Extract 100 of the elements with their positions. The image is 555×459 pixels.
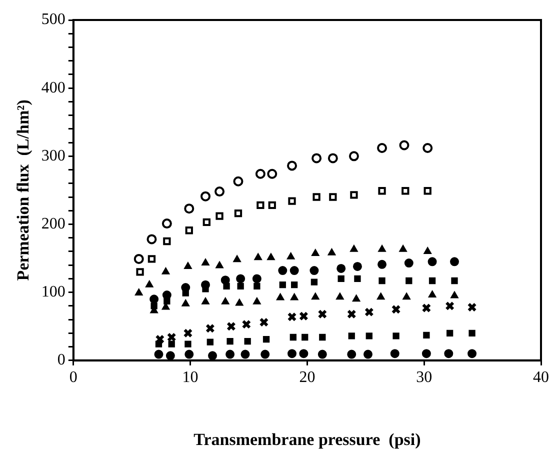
point (216, 212, 224, 220)
point (348, 332, 355, 340)
point (366, 332, 372, 340)
point (406, 277, 412, 284)
point (223, 282, 230, 290)
y-tick-label: 100 (41, 284, 66, 301)
point (378, 244, 386, 252)
point (200, 191, 210, 202)
point (390, 349, 400, 358)
y-tick-label: 500 (41, 11, 66, 28)
point (311, 249, 320, 256)
point (287, 312, 297, 322)
point (319, 334, 326, 341)
point (378, 277, 386, 284)
point (162, 218, 172, 229)
point (220, 276, 230, 285)
point (451, 277, 458, 284)
point (467, 302, 477, 312)
point (299, 349, 308, 358)
point (267, 168, 278, 179)
point (162, 267, 170, 274)
point (446, 330, 454, 336)
point (404, 258, 414, 268)
point (336, 264, 346, 273)
point (286, 252, 295, 260)
point (254, 282, 260, 290)
point (318, 350, 327, 359)
point (216, 261, 224, 268)
point (255, 168, 266, 179)
x-tick-label: 10 (182, 369, 198, 386)
point (240, 350, 250, 359)
point (278, 266, 288, 276)
point (424, 246, 432, 254)
point (399, 244, 408, 252)
point (214, 186, 225, 197)
point (166, 351, 175, 360)
point (350, 244, 358, 252)
point (145, 280, 154, 288)
point (423, 332, 430, 339)
point (311, 292, 320, 300)
y-tick-label: 400 (41, 79, 66, 96)
point (279, 282, 286, 288)
point (146, 234, 157, 244)
point (134, 288, 143, 296)
point (259, 318, 269, 327)
point (291, 282, 298, 288)
point (377, 142, 388, 153)
point (252, 297, 261, 304)
point (166, 332, 176, 342)
point (352, 262, 362, 271)
point (290, 334, 296, 341)
point (310, 266, 319, 276)
point (268, 201, 276, 210)
point (185, 226, 193, 234)
point (202, 258, 210, 266)
point (155, 334, 165, 344)
point (168, 340, 175, 348)
point (254, 253, 262, 260)
point (150, 294, 159, 304)
point (348, 151, 359, 162)
point (182, 299, 190, 306)
point (422, 303, 432, 313)
point (336, 292, 344, 300)
point (468, 349, 477, 358)
x-axis-title: Transmembrane pressure (psi) (194, 430, 421, 450)
point (242, 320, 252, 329)
point (183, 328, 193, 338)
point (237, 282, 244, 290)
point (154, 350, 164, 359)
point (444, 349, 454, 358)
point (226, 350, 235, 359)
point (312, 193, 320, 201)
point (338, 275, 344, 282)
point (208, 351, 218, 360)
point (378, 260, 387, 269)
point (364, 307, 374, 317)
point (287, 160, 298, 171)
point (290, 266, 299, 276)
point (450, 291, 458, 298)
point (262, 336, 270, 343)
point (310, 278, 318, 286)
point (312, 153, 322, 164)
point (226, 338, 234, 345)
point (236, 274, 246, 284)
point (378, 187, 386, 195)
point (136, 268, 144, 276)
point (266, 253, 275, 260)
point (328, 248, 336, 256)
point (288, 349, 297, 358)
point (428, 277, 436, 284)
point (329, 193, 337, 201)
point (422, 349, 431, 358)
point (235, 298, 244, 306)
point (244, 338, 251, 345)
point (354, 275, 361, 282)
point (205, 324, 215, 334)
point (150, 302, 158, 310)
point (233, 255, 242, 262)
point (445, 301, 454, 311)
point (184, 262, 192, 269)
